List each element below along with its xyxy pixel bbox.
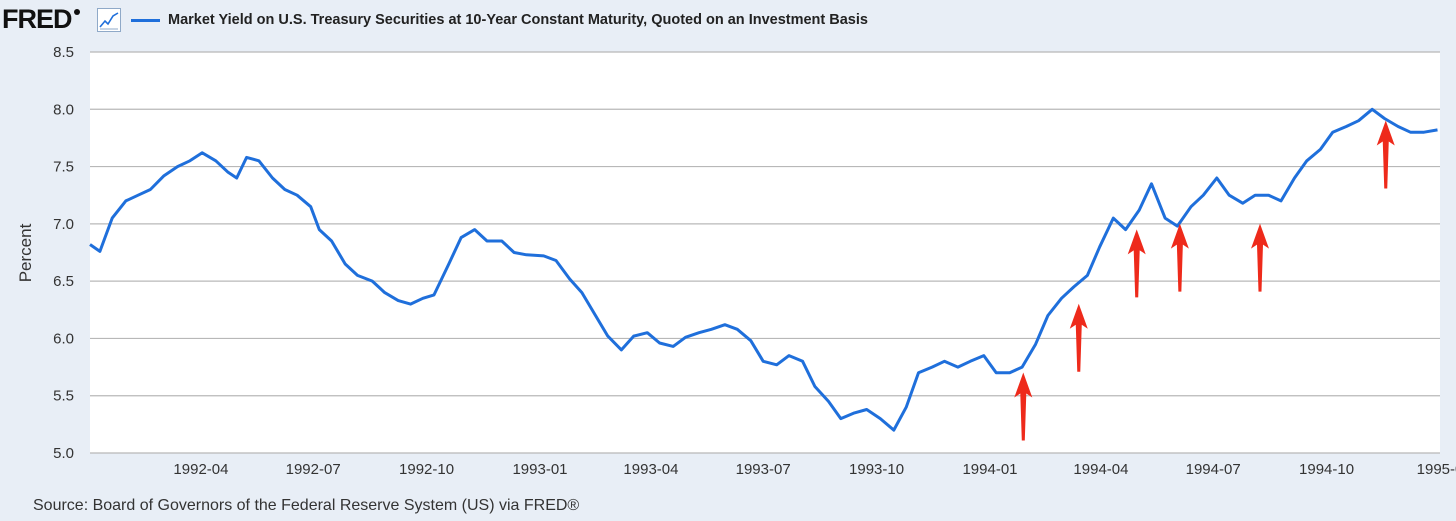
x-tick-label: 1992-10 <box>399 461 454 478</box>
red-arrow-annotation <box>1069 303 1088 372</box>
plot-area <box>90 52 1440 453</box>
legend-label: Market Yield on U.S. Treasury Securities… <box>168 12 868 28</box>
y-tick-label: 7.5 <box>53 159 74 176</box>
red-arrow-annotation <box>1170 223 1189 292</box>
fred-logo[interactable]: FRED <box>2 4 80 35</box>
series-layer <box>89 107 1438 432</box>
y-axis-label: Percent <box>16 223 35 282</box>
x-tick-label: 1994-10 <box>1299 461 1354 478</box>
y-tick-label: 8.5 <box>53 44 74 61</box>
red-arrow-annotation <box>1014 372 1033 441</box>
chart-legend[interactable]: Market Yield on U.S. Treasury Securities… <box>131 10 868 30</box>
red-arrow-annotation <box>1251 223 1269 292</box>
red-arrow-annotation <box>1127 229 1146 298</box>
series-line[interactable] <box>89 107 1438 432</box>
red-arrow-annotation <box>1376 120 1395 189</box>
chart-plot: 5.05.56.06.57.07.58.08.5 1992-04 1992-07 1… <box>16 44 1456 478</box>
x-tick-label: 1994-01 <box>962 461 1017 478</box>
y-tick-label: 7.0 <box>53 216 74 233</box>
x-tick-label: 1993-04 <box>623 461 678 478</box>
annotation-layer <box>1014 120 1395 441</box>
y-tick-label: 5.5 <box>53 388 74 405</box>
logo-dot <box>73 9 80 15</box>
y-tick-label: 6.0 <box>53 330 74 347</box>
y-axis-ticks: 5.0 5.5 6.0 6.5 7.0 7.5 8.0 8.5 <box>53 44 74 462</box>
source-note: Source: Board of Governors of the Federa… <box>33 497 580 514</box>
x-tick-label: 1992-04 <box>173 461 228 478</box>
x-tick-label: 1995-0 <box>1417 461 1456 478</box>
x-tick-label: 1993-10 <box>849 461 904 478</box>
x-tick-label: 1994-07 <box>1186 461 1241 478</box>
y-tick-label: 8.0 <box>53 101 74 118</box>
x-tick-label: 1994-04 <box>1073 461 1128 478</box>
x-tick-label: 1993-07 <box>736 461 791 478</box>
fred-logo-text: FRED <box>2 4 72 34</box>
y-tick-label: 5.0 <box>53 445 74 462</box>
line-chart-icon <box>97 8 121 32</box>
y-tick-label: 6.5 <box>53 273 74 290</box>
legend-swatch <box>131 18 160 22</box>
x-axis-ticks: 1992-04 1992-07 1992-10 1993-01 1993-04 1993-… <box>173 461 1456 478</box>
x-tick-label: 1992-07 <box>286 461 341 478</box>
grid-lines <box>90 51 1440 454</box>
chart-header: FRED Market Yield on U.S. Treasury Secur… <box>0 0 1456 40</box>
x-tick-label: 1993-01 <box>512 461 567 478</box>
